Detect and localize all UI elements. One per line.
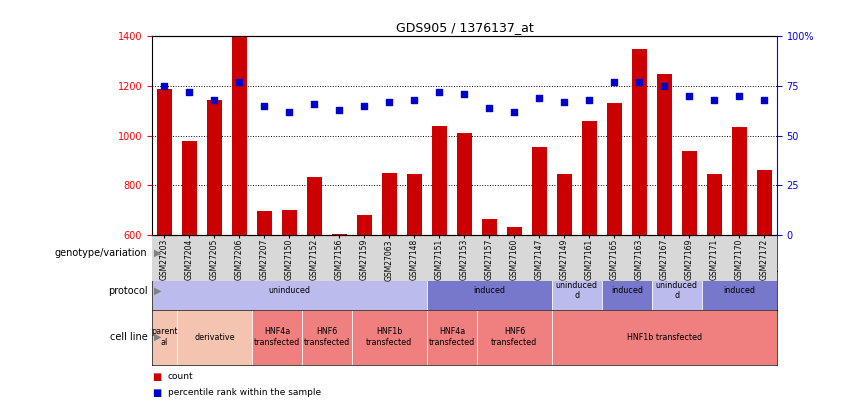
Text: genotype/variation: genotype/variation (55, 248, 148, 258)
Bar (602, 271, 652, 310)
Point (633, 79, 647, 85)
Bar (732, 127, 746, 384)
Bar (652, 235, 777, 271)
Bar (152, 271, 427, 310)
Bar (632, 49, 647, 384)
Bar (232, 36, 247, 384)
Bar (557, 174, 572, 384)
Bar (552, 235, 652, 271)
Bar (182, 141, 197, 384)
Bar (352, 310, 427, 364)
Point (407, 97, 421, 103)
Bar (282, 210, 297, 384)
Text: ■: ■ (152, 388, 161, 398)
Point (707, 97, 721, 103)
Text: HNF4a
transfected: HNF4a transfected (253, 328, 300, 347)
Point (657, 83, 671, 90)
Text: induced: induced (723, 286, 755, 295)
Point (358, 103, 372, 109)
Text: HNF4a
transfected: HNF4a transfected (429, 328, 475, 347)
Text: count: count (168, 372, 194, 381)
Point (157, 83, 171, 90)
Bar (427, 310, 477, 364)
Point (207, 97, 221, 103)
Text: ▶: ▶ (154, 286, 161, 296)
Point (733, 93, 746, 99)
Text: HNF6
transfected: HNF6 transfected (304, 328, 350, 347)
Point (233, 79, 247, 85)
Text: ▶: ▶ (154, 332, 161, 342)
Bar (707, 174, 722, 384)
Text: uninduced
d: uninduced d (556, 281, 598, 300)
Point (608, 79, 621, 85)
Point (282, 109, 296, 115)
Point (682, 93, 696, 99)
Bar (552, 271, 602, 310)
Point (508, 109, 522, 115)
Text: percentile rank within the sample: percentile rank within the sample (168, 388, 320, 397)
Point (557, 99, 571, 105)
Bar (152, 235, 552, 271)
Bar (482, 219, 496, 384)
Text: induced: induced (473, 286, 505, 295)
Bar (357, 215, 372, 384)
Text: ▶: ▶ (154, 248, 161, 258)
Bar (157, 89, 172, 384)
Text: uninduced
d: uninduced d (656, 281, 698, 300)
Bar (177, 310, 252, 364)
Text: protocol: protocol (108, 286, 148, 296)
Text: HNF1b
transfected: HNF1b transfected (366, 328, 412, 347)
Point (582, 97, 596, 103)
Text: cell line: cell line (110, 332, 148, 342)
Point (383, 99, 397, 105)
Bar (302, 310, 352, 364)
Bar (307, 177, 322, 384)
Text: parent
al: parent al (151, 328, 178, 347)
Bar (152, 310, 177, 364)
Bar (532, 147, 547, 384)
Text: induced: induced (611, 286, 643, 295)
Point (758, 97, 772, 103)
Bar (427, 271, 552, 310)
Point (532, 95, 546, 101)
Point (258, 103, 272, 109)
Bar (432, 126, 447, 384)
Point (432, 89, 446, 95)
Point (307, 101, 321, 107)
Text: A263insGG: A263insGG (692, 249, 737, 258)
Point (332, 107, 346, 113)
Point (182, 89, 196, 95)
Bar (682, 151, 697, 384)
Bar (507, 228, 522, 384)
Bar (702, 271, 777, 310)
Text: HNF1b transfected: HNF1b transfected (627, 333, 702, 342)
Bar (477, 310, 552, 364)
Bar (457, 133, 472, 384)
Text: uninduced: uninduced (268, 286, 311, 295)
Bar (252, 310, 302, 364)
Bar (607, 103, 621, 384)
Point (457, 91, 471, 97)
Text: ■: ■ (152, 372, 161, 382)
Text: HNF6
transfected: HNF6 transfected (491, 328, 537, 347)
Text: wild type: wild type (333, 249, 370, 258)
Bar (757, 171, 772, 384)
Bar (332, 234, 347, 384)
Bar (552, 310, 777, 364)
Bar (582, 121, 597, 384)
Text: derivative: derivative (194, 333, 234, 342)
Bar (657, 74, 672, 384)
Bar (257, 211, 272, 384)
Title: GDS905 / 1376137_at: GDS905 / 1376137_at (396, 21, 533, 34)
Point (483, 104, 496, 111)
Bar (382, 173, 397, 384)
Bar (652, 271, 702, 310)
Bar (407, 174, 422, 384)
Bar (207, 100, 222, 384)
Text: P328L329del: P328L329del (576, 249, 628, 258)
